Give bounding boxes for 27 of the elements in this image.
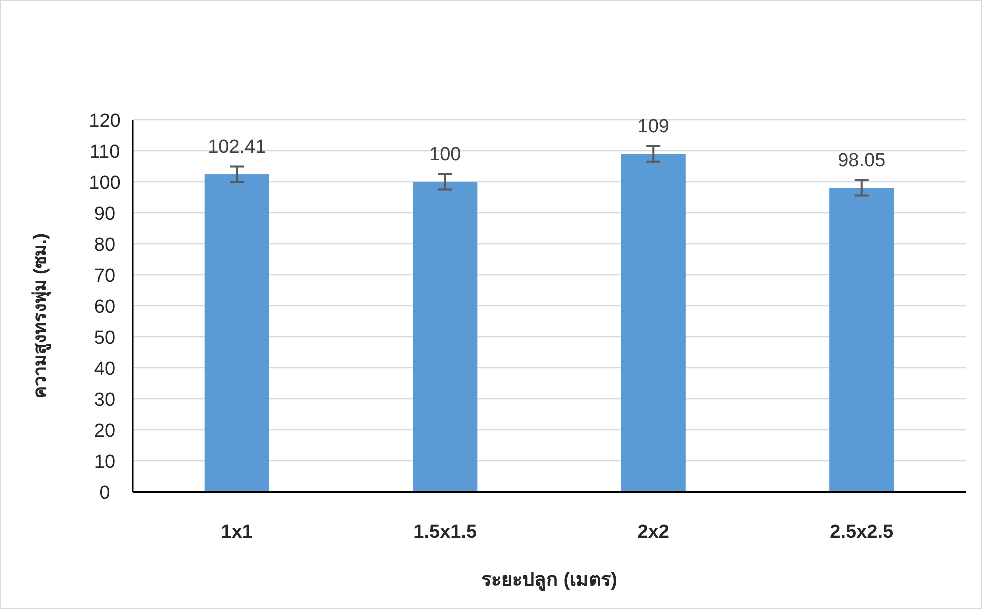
y-tick-label: 80 (94, 235, 116, 256)
bar (621, 154, 686, 492)
y-tick-label: 0 (100, 483, 110, 504)
y-tick-label: 60 (94, 297, 116, 318)
y-tick-label: 50 (94, 328, 116, 349)
y-tick-label: 90 (94, 204, 116, 225)
y-tick-label: 70 (94, 266, 116, 287)
data-label: 102.41 (208, 136, 266, 158)
bar (204, 174, 270, 492)
y-tick-label: 100 (89, 173, 121, 194)
y-tick-label: 30 (94, 390, 116, 411)
x-axis-title: ระยะปลูก (เมตร) (482, 570, 618, 592)
bar (413, 182, 478, 492)
x-tick-label: 1x1 (221, 522, 254, 543)
x-tick-label: 2x2 (638, 522, 670, 543)
y-axis-title: ความสูงทรงพุ่ม (ซม.) (30, 234, 52, 398)
y-tick-label: 40 (94, 359, 116, 380)
data-label: 98.05 (838, 150, 886, 172)
data-label: 109 (638, 116, 670, 138)
y-tick-label: 10 (94, 452, 116, 473)
bar (830, 188, 894, 492)
data-label: 100 (430, 144, 462, 166)
y-tick-label: 110 (90, 142, 120, 163)
x-tick-label: 2.5x2.5 (830, 522, 894, 543)
y-tick-label: 20 (94, 421, 116, 442)
y-tick-label: 120 (89, 111, 121, 132)
x-tick-label: 1.5x1.5 (414, 522, 478, 543)
